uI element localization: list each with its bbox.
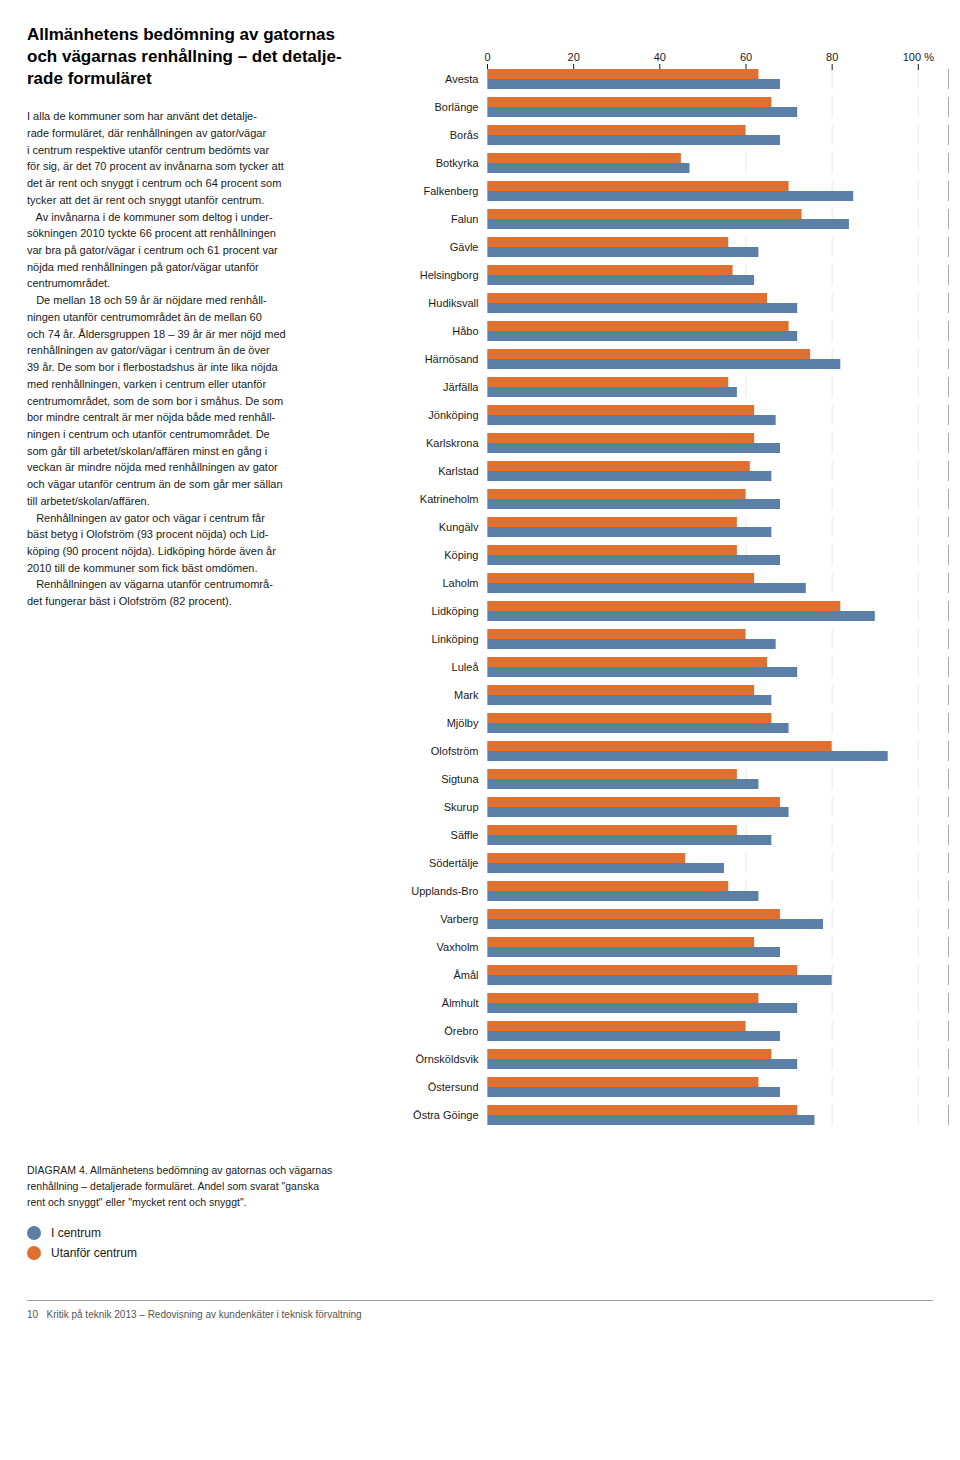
svg-text:20: 20 [568,51,580,63]
svg-text:Olofström: Olofström [431,745,479,757]
svg-text:Borlänge: Borlänge [434,101,478,113]
svg-text:Östersund: Östersund [428,1081,479,1093]
svg-text:100 %: 100 % [903,51,934,63]
svg-text:Vaxholm: Vaxholm [437,941,479,953]
svg-text:Södertälje: Södertälje [429,857,479,869]
svg-text:Avesta: Avesta [445,73,479,85]
svg-text:Upplands-Bro: Upplands-Bro [411,885,478,897]
svg-text:Borås: Borås [450,129,479,141]
svg-text:Åmål: Åmål [453,969,478,981]
svg-text:Sigtuna: Sigtuna [441,773,479,785]
svg-text:Karlskrona: Karlskrona [426,437,479,449]
html-text:Utanför centrum: Utanför centrum [51,1246,137,1261]
svg-text:Laholm: Laholm [442,577,478,589]
svg-text:Älmhult: Älmhult [442,997,479,1009]
svg-text:Säffle: Säffle [451,829,479,841]
svg-text:0: 0 [484,51,490,63]
svg-text:40: 40 [654,51,666,63]
svg-text:Falun: Falun [451,213,479,225]
svg-text:80: 80 [826,51,838,63]
svg-text:Örebro: Örebro [444,1025,478,1037]
svg-text:Hudiksvall: Hudiksvall [428,297,478,309]
svg-text:Varberg: Varberg [440,913,478,925]
svg-text:Karlstad: Karlstad [438,465,478,477]
svg-text:Gävle: Gävle [450,241,479,253]
svg-text:Mjölby: Mjölby [447,717,479,729]
svg-text:Katrineholm: Katrineholm [420,493,479,505]
svg-text:60: 60 [740,51,752,63]
svg-text:Falkenberg: Falkenberg [423,185,478,197]
html-text:I centrum: I centrum [51,1226,101,1241]
html-text:I alla de kommuner som har anv: I alla de kommuner som har använt det de… [27,110,286,608]
svg-text:Helsingborg: Helsingborg [420,269,479,281]
html-text:DIAGRAM 4. Allmänhetens bedömn: DIAGRAM 4. Allmänhetens bedömning av gat… [27,1164,333,1208]
svg-text:Östra Göinge: Östra Göinge [413,1109,478,1121]
svg-text:Örnsköldsvik: Örnsköldsvik [416,1053,479,1065]
svg-text:Härnösand: Härnösand [425,353,479,365]
svg-text:Håbo: Håbo [452,325,478,337]
svg-text:Linköping: Linköping [431,633,478,645]
html-text:Allmänhetens bedömning av gato: Allmänhetens bedömning av gatornas och v… [27,25,342,89]
svg-text:Järfälla: Järfälla [443,381,479,393]
svg-text:Köping: Köping [444,549,478,561]
svg-text:Skurup: Skurup [444,801,479,813]
svg-text:Botkyrka: Botkyrka [436,157,480,169]
svg-text:Mark: Mark [454,689,479,701]
svg-text:Luleå: Luleå [452,661,480,673]
html-text:10 Kritik på teknik 2013 – Red: 10 Kritik på teknik 2013 – Redovisning a… [27,1309,362,1321]
svg-text:Lidköping: Lidköping [431,605,478,617]
svg-text:Kungälv: Kungälv [439,521,479,533]
svg-text:Jönköping: Jönköping [428,409,478,421]
